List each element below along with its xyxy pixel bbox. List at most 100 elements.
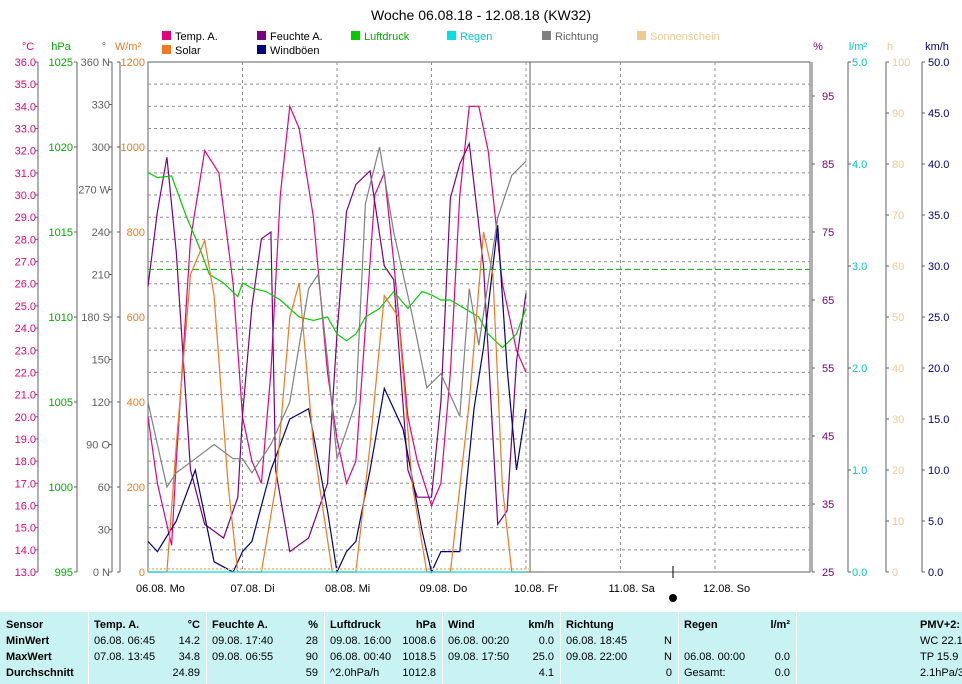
direction-tick-label: 270 W [78, 185, 110, 197]
temp-tick-label: 15.0 [15, 523, 36, 535]
direction-axis-unit: ° [102, 41, 106, 53]
rain-tick-label: 5.0 [852, 57, 867, 69]
sunshine-tick-label: 70 [892, 210, 904, 222]
temp-tick-label: 28.0 [15, 234, 36, 246]
humidity-tick-label: 45 [822, 431, 834, 443]
legend-label: Solar [175, 45, 201, 57]
legend-swatch [637, 31, 646, 40]
sunshine-axis-unit: h [887, 41, 893, 53]
x-tick-label: 10.08. Fr [514, 583, 558, 595]
legend-swatch [257, 45, 266, 54]
pressure-tick-label: 1025 [49, 57, 73, 69]
temp-tick-label: 19.0 [15, 434, 36, 446]
hdr-humidity-unit: % [308, 619, 318, 631]
wind-tick-label: 20.0 [928, 363, 949, 375]
sunshine-tick-label: 40 [892, 363, 904, 375]
wind-axis-unit: km/h [925, 41, 949, 53]
x-tick-label: 08.08. Mi [325, 583, 370, 595]
rain-tick-label: 0.0 [852, 567, 867, 579]
max-dir-time: 09.08. 22:00 [566, 651, 628, 663]
temp-tick-label: 35.0 [15, 79, 36, 91]
temp-tick-label: 26.0 [15, 279, 36, 291]
rain-axis-unit: l/m² [849, 41, 868, 53]
avg-press-value: 1012.8 [402, 667, 436, 679]
temp-tick-label: 20.0 [15, 412, 36, 424]
row-label-min: MinWert [6, 635, 50, 647]
avg-rain-label: Gesamt: [684, 667, 726, 679]
wind-tick-label: 10.0 [928, 465, 949, 477]
legend-label: Windböen [270, 45, 320, 57]
avg-hum-value: 59 [305, 667, 318, 679]
temp-tick-label: 30.0 [15, 190, 36, 202]
sunshine-tick-label: 90 [892, 108, 904, 120]
temp-tick-label: 36.0 [15, 57, 36, 69]
axes: °C 36.0 35.0 34.0 33.0 32.0 31.0 30.0 29.0 28.0 27… [15, 41, 950, 579]
temp-axis-unit: °C [22, 41, 34, 53]
wind-tick-label: 45.0 [928, 108, 949, 120]
col-sep [442, 612, 443, 684]
col-sep [560, 612, 561, 684]
rain-tick-label: 2.0 [852, 363, 867, 375]
rain-tick-label: 1.0 [852, 465, 867, 477]
temp-tick-label: 29.0 [15, 212, 36, 224]
temp-tick-label: 16.0 [15, 500, 36, 512]
temp-tick-label: 13.0 [15, 567, 36, 579]
max-press-value: 1018.5 [402, 651, 436, 663]
min-dir-value: N [664, 635, 672, 647]
col-sep [206, 612, 207, 684]
direction-tick-label: 30 [98, 525, 110, 537]
x-tick-label: 09.08. Do [420, 583, 468, 595]
wind-tick-label: 15.0 [928, 414, 949, 426]
pressure-tick-label: 995 [55, 567, 73, 579]
direction-tick-label: 90 O [86, 440, 110, 452]
solar-tick-label: 400 [127, 397, 145, 409]
temp-tick-label: 31.0 [15, 168, 36, 180]
direction-tick-label: 150 [92, 355, 110, 367]
temp-tick-label: 34.0 [15, 101, 36, 113]
rain-tick-label: 3.0 [852, 261, 867, 273]
max-press-time: 06.08. 00:40 [330, 651, 392, 663]
humidity-tick-label: 65 [822, 295, 834, 307]
humidity-tick-label: 75 [822, 227, 834, 239]
legend-swatch [542, 31, 551, 40]
max-rain-time: 06.08. 00:00 [684, 651, 746, 663]
x-axis-labels: 06.08. Mo 07.08. Di 08.08. Mi 09.08. Do 10.0… [136, 583, 750, 595]
solar-tick-label: 1200 [121, 57, 145, 69]
avg-dir-value: 0 [665, 667, 672, 679]
pressure-tick-label: 1000 [49, 482, 73, 494]
avg-press-trend: ^2.0hPa/h [330, 667, 380, 679]
pressure-axis-unit: hPa [51, 41, 71, 53]
sunshine-tick-label: 50 [892, 312, 904, 324]
hdr-pressure-unit: hPa [415, 619, 436, 631]
humidity-tick-label: 25 [822, 567, 834, 579]
avg-temp-value: 24.89 [172, 667, 200, 679]
humidity-tick-label: 85 [822, 159, 834, 171]
statistics-table: Sensor Temp. A. °C Feuchte A. % Luftdruc… [0, 612, 962, 684]
x-tick-label: 06.08. Mo [136, 583, 185, 595]
solar-tick-label: 600 [127, 312, 145, 324]
temp-tick-label: 17.0 [15, 478, 36, 490]
legend-swatch [447, 31, 456, 40]
temp-tick-label: 32.0 [15, 146, 36, 158]
hdr-pmv: PMV+2: [920, 619, 961, 631]
min-wind-time: 06.08. 00:20 [448, 635, 510, 647]
legend-swatch [257, 31, 266, 40]
rain-tick-label: 4.0 [852, 159, 867, 171]
wind-tick-label: 0.0 [928, 567, 943, 579]
max-wind-time: 09.08. 17:50 [448, 651, 510, 663]
sunshine-tick-label: 100 [892, 57, 910, 69]
max-temp-time: 07.08. 13:45 [94, 651, 156, 663]
series-temp-a [147, 103, 527, 546]
wind-tick-label: 25.0 [928, 312, 949, 324]
avg-pmv: 2.1hPa/3 [920, 667, 962, 679]
direction-tick-label: 120 [92, 397, 110, 409]
avg-wind-value: 4.1 [538, 667, 554, 679]
max-hum-time: 09.08. 06:55 [212, 651, 274, 663]
x-tick-label: 12.08. So [703, 583, 750, 595]
solar-tick-label: 200 [127, 482, 145, 494]
legend-swatch [162, 31, 171, 40]
wind-tick-label: 35.0 [928, 210, 949, 222]
wind-tick-label: 5.0 [928, 516, 943, 528]
min-hum-time: 09.08. 17:40 [212, 635, 274, 647]
hdr-temp-unit: °C [187, 619, 200, 631]
